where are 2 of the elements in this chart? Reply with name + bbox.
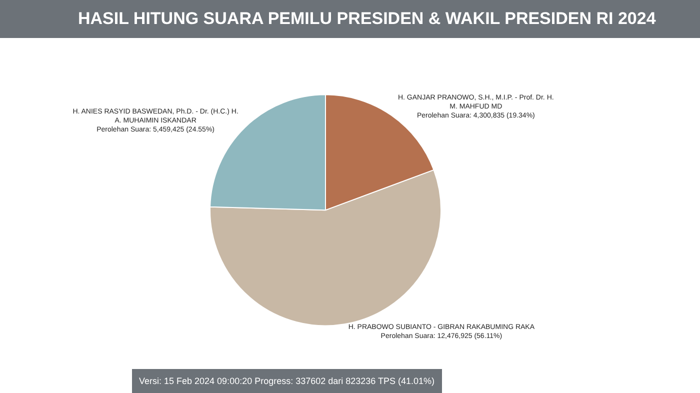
chart-title: HASIL HITUNG SUARA PEMILU PRESIDEN & WAKIL PRESIDEN RI 2024 (0, 0, 700, 38)
text: Versi: 15 Feb 2024 09:00:20 Progress: 337602 dari 823236 TPS (41.01%) (139, 376, 435, 386)
